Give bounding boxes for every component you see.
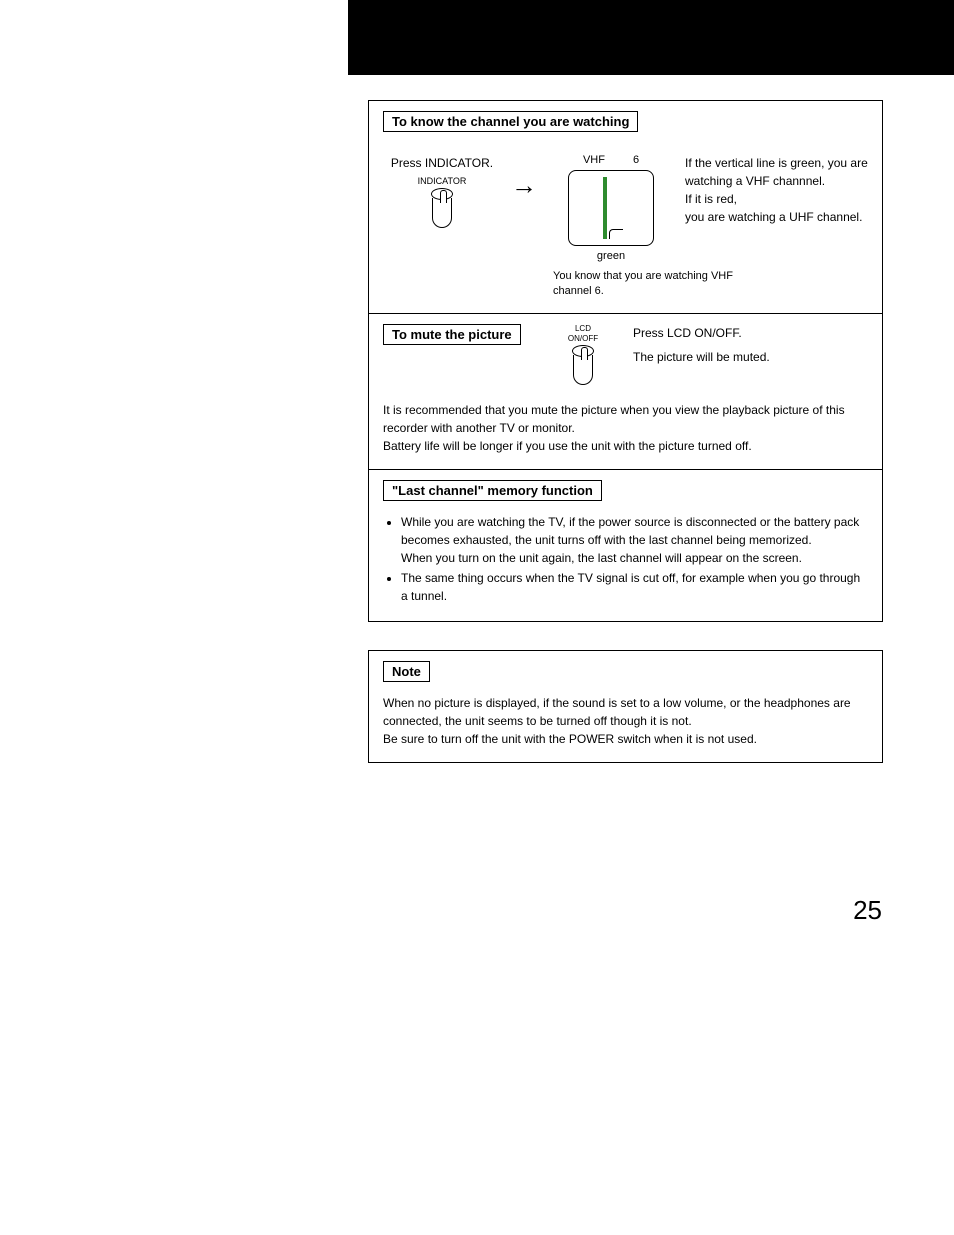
below-tv-caption: You know that you are watching VHF chann…	[553, 269, 753, 300]
press-indicator-text: Press INDICATOR.	[383, 154, 501, 172]
list-item: While you are watching the TV, if the po…	[401, 513, 868, 567]
section-know-channel: To know the channel you are watching Pre…	[369, 101, 882, 313]
arrow-icon: →	[511, 154, 537, 198]
tv-label-vhf: VHF	[583, 154, 605, 166]
press-icon	[425, 188, 459, 232]
mute-desc-line1: Press LCD ON/OFF.	[633, 324, 868, 342]
note-paragraph: When no picture is displayed, if the sou…	[383, 694, 868, 748]
lcd-label-line2: ON/OFF	[543, 334, 623, 344]
tv-screen-icon	[568, 170, 654, 246]
press-icon	[566, 345, 600, 389]
tv-label-channel-num: 6	[633, 154, 639, 166]
channel-color-description: If the vertical line is green, you are w…	[685, 154, 868, 226]
heading-note: Note	[383, 661, 430, 682]
heading-last-channel: "Last channel" memory function	[383, 480, 602, 501]
heading-know-channel: To know the channel you are watching	[383, 111, 638, 132]
press-indicator-block: Press INDICATOR. INDICATOR	[383, 154, 501, 232]
mute-recommendation-para: It is recommended that you mute the pict…	[383, 401, 868, 455]
mute-description: Press LCD ON/OFF. The picture will be mu…	[633, 324, 868, 366]
mute-desc-line2: The picture will be muted.	[633, 348, 868, 366]
heading-mute-picture: To mute the picture	[383, 324, 521, 345]
lcd-label-line1: LCD	[543, 324, 623, 334]
section-mute-picture: To mute the picture LCD ON/OFF Press LCD…	[369, 313, 882, 469]
last-channel-bullets: While you are watching the TV, if the po…	[383, 513, 868, 605]
main-content-frame: To know the channel you are watching Pre…	[368, 100, 883, 622]
indicator-button-label: INDICATOR	[383, 176, 501, 186]
tv-diagram-block: VHF 6 green	[547, 154, 675, 265]
page-number: 25	[853, 895, 882, 926]
list-item: The same thing occurs when the TV signal…	[401, 569, 868, 605]
note-frame: Note When no picture is displayed, if th…	[368, 650, 883, 763]
tv-green-label: green	[547, 248, 675, 265]
header-black-bar	[348, 0, 954, 75]
lcd-onoff-block: LCD ON/OFF	[543, 324, 623, 389]
section-last-channel: "Last channel" memory function While you…	[369, 469, 882, 621]
